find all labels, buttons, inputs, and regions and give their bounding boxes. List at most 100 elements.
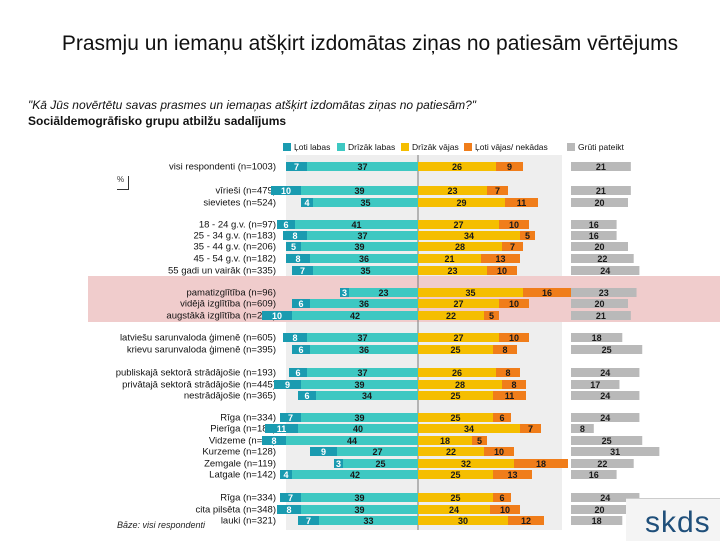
- bar-loti-vajas: [514, 459, 568, 468]
- bar-gruti-pateikt: [571, 368, 640, 377]
- value-label-loti-labas: 8: [292, 333, 297, 343]
- row-label: krievu sarunvaloda ģimenē (n=395): [127, 345, 276, 356]
- value-label-gruti-pateikt: 24: [600, 413, 610, 423]
- row-label: 45 - 54 g.v. (n=182): [194, 254, 276, 265]
- value-label-gruti-pateikt: 18: [592, 516, 602, 526]
- row-label: Latgale (n=142): [209, 470, 276, 481]
- value-label-gruti-pateikt: 22: [597, 459, 607, 469]
- survey-question: "Kā Jūs novērtētu savas prasmes un iemaņ…: [28, 98, 477, 112]
- bar-drizak-vajas: [418, 368, 496, 377]
- bar-loti-vajas: [499, 333, 529, 342]
- value-label-loti-vajas: 10: [509, 333, 519, 343]
- bar-drizak-vajas: [418, 198, 505, 207]
- value-label-loti-labas: 6: [304, 391, 309, 401]
- value-label-drizak-vajas: 27: [453, 333, 463, 343]
- row-label: nestrādājošie (n=365): [184, 391, 276, 402]
- row-label: Zemgale (n=119): [204, 459, 276, 470]
- bar-drizak-labas: [298, 424, 418, 433]
- value-label-drizak-labas: 35: [360, 198, 370, 208]
- value-label-loti-labas: 9: [321, 447, 326, 457]
- value-label-loti-vajas: 6: [499, 413, 504, 423]
- bar-loti-labas: [292, 299, 310, 308]
- bar-loti-vajas: [505, 198, 538, 207]
- bar-loti-vajas: [487, 266, 517, 275]
- bar-drizak-vajas: [418, 299, 499, 308]
- bar-drizak-vajas: [418, 266, 487, 275]
- bar-gruti-pateikt: [571, 162, 631, 171]
- bar-drizak-vajas: [418, 333, 499, 342]
- value-label-drizak-labas: 37: [357, 162, 367, 172]
- row-label: 18 - 24 g.v. (n=97): [199, 220, 276, 231]
- logo-box: [626, 498, 720, 541]
- bar-loti-vajas: [493, 345, 517, 354]
- bar-loti-labas: [277, 505, 301, 514]
- bar-drizak-labas: [295, 220, 418, 229]
- value-label-gruti-pateikt: 20: [594, 299, 604, 309]
- bar-loti-labas: [271, 186, 301, 195]
- value-label-gruti-pateikt: 25: [602, 345, 612, 355]
- value-label-loti-vajas: 9: [507, 162, 512, 172]
- bar-loti-labas: [289, 368, 307, 377]
- row-label: Rīga (n=334): [220, 413, 276, 424]
- value-label-drizak-labas: 44: [347, 436, 357, 446]
- bar-drizak-labas: [301, 186, 418, 195]
- bar-drizak-vajas: [418, 288, 523, 297]
- value-label-drizak-vajas: 28: [455, 380, 465, 390]
- bar-drizak-vajas: [418, 162, 496, 171]
- bar-loti-labas: [274, 380, 301, 389]
- bar-gruti-pateikt: [571, 220, 617, 229]
- value-label-loti-labas: 6: [298, 345, 303, 355]
- value-label-drizak-labas: 39: [354, 186, 364, 196]
- bar-gruti-pateikt: [571, 516, 623, 525]
- bar-loti-vajas: [493, 470, 532, 479]
- bar-loti-vajas: [484, 311, 499, 320]
- bar-loti-labas: [280, 470, 292, 479]
- value-label-drizak-vajas: 24: [449, 505, 459, 515]
- value-label-loti-vajas: 16: [542, 288, 552, 298]
- value-label-loti-labas: 6: [298, 299, 303, 309]
- bar-drizak-labas: [307, 368, 418, 377]
- value-label-gruti-pateikt: 16: [589, 470, 599, 480]
- row-label: Rīga (n=334): [220, 493, 276, 504]
- value-label-loti-labas: 7: [300, 266, 305, 276]
- value-label-loti-labas: 4: [304, 198, 309, 208]
- value-label-gruti-pateikt: 21: [596, 186, 606, 196]
- base-note: Bāze: visi respondenti: [117, 520, 206, 530]
- value-label-drizak-vajas: 27: [453, 299, 463, 309]
- bar-loti-labas: [286, 254, 310, 263]
- value-label-loti-labas: 6: [283, 220, 288, 230]
- value-label-drizak-vajas: 25: [450, 391, 460, 401]
- bar-loti-vajas: [493, 413, 511, 422]
- legend-label: Ļoti vājas/ nekādas: [475, 142, 548, 152]
- legend-swatch: [337, 143, 345, 151]
- value-label-loti-vajas: 5: [489, 311, 494, 321]
- legend-label: Ļoti labas: [294, 142, 330, 152]
- value-label-drizak-labas: 27: [372, 447, 382, 457]
- bar-drizak-labas: [319, 516, 418, 525]
- value-label-gruti-pateikt: 20: [594, 242, 604, 252]
- value-label-loti-vajas: 13: [507, 470, 517, 480]
- value-label-drizak-labas: 39: [354, 413, 364, 423]
- row-label: vidējā izglītība (n=609): [180, 299, 276, 310]
- bar-gruti-pateikt: [571, 436, 643, 445]
- bar-loti-labas: [262, 436, 286, 445]
- value-label-drizak-vajas: 25: [450, 470, 460, 480]
- bar-gruti-pateikt: [571, 493, 640, 502]
- value-label-drizak-vajas: 29: [456, 198, 466, 208]
- row-label: Vidzeme (n=99): [209, 436, 276, 447]
- bar-loti-labas: [280, 413, 301, 422]
- bar-loti-vajas: [508, 516, 544, 525]
- value-label-drizak-labas: 42: [350, 311, 360, 321]
- row-label: latviešu sarunvaloda ģimenē (n=605): [120, 333, 276, 344]
- bar-drizak-vajas: [418, 380, 502, 389]
- bar-drizak-vajas: [418, 459, 514, 468]
- bar-loti-labas: [310, 447, 337, 456]
- value-label-gruti-pateikt: 16: [589, 231, 599, 241]
- value-label-loti-vajas: 8: [511, 380, 516, 390]
- bar-loti-vajas: [487, 186, 508, 195]
- bar-loti-vajas: [493, 391, 526, 400]
- bar-drizak-labas: [313, 198, 418, 207]
- value-label-gruti-pateikt: 20: [594, 198, 604, 208]
- bar-loti-labas: [265, 424, 298, 433]
- legend-swatch: [283, 143, 291, 151]
